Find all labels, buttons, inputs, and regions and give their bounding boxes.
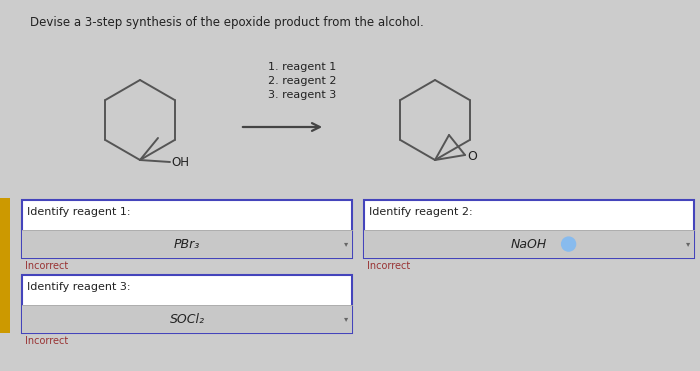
Bar bbox=[22, 200, 352, 258]
Text: Devise a 3-step synthesis of the epoxide product from the alcohol.: Devise a 3-step synthesis of the epoxide… bbox=[30, 16, 424, 29]
Text: Incorrect: Incorrect bbox=[25, 261, 69, 271]
Text: Identify reagent 3:: Identify reagent 3: bbox=[27, 282, 130, 292]
Text: NaOH: NaOH bbox=[511, 237, 547, 250]
Text: ▾: ▾ bbox=[686, 240, 690, 249]
Text: Identify reagent 1:: Identify reagent 1: bbox=[27, 207, 130, 217]
Bar bbox=[364, 200, 694, 258]
Text: SOCl₂: SOCl₂ bbox=[169, 313, 204, 326]
Text: Identify reagent 2:: Identify reagent 2: bbox=[369, 207, 473, 217]
Text: Incorrect: Incorrect bbox=[367, 261, 410, 271]
Bar bbox=[22, 305, 352, 333]
Text: Incorrect: Incorrect bbox=[25, 336, 69, 346]
Circle shape bbox=[561, 237, 575, 251]
Bar bbox=[22, 200, 352, 258]
Text: OH: OH bbox=[171, 155, 189, 168]
Text: PBr₃: PBr₃ bbox=[174, 237, 200, 250]
Text: ▾: ▾ bbox=[344, 315, 348, 324]
Bar bbox=[22, 275, 352, 333]
Text: O: O bbox=[467, 150, 477, 162]
Text: 1. reagent 1
2. reagent 2
3. reagent 3: 1. reagent 1 2. reagent 2 3. reagent 3 bbox=[268, 62, 337, 100]
Bar bbox=[364, 200, 694, 258]
Bar bbox=[22, 275, 352, 333]
Bar bbox=[0, 198, 10, 333]
Text: ▾: ▾ bbox=[344, 240, 348, 249]
Bar bbox=[364, 230, 694, 258]
Bar bbox=[22, 230, 352, 258]
